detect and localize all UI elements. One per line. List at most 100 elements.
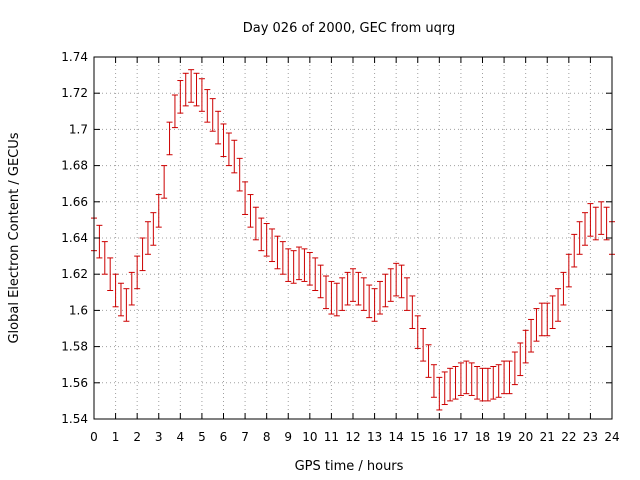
error-bar [457,362,464,396]
error-bar [285,248,292,282]
grid-layer [94,57,612,419]
error-bar [414,315,421,349]
error-bar [376,280,383,315]
error-bar [231,139,238,174]
y-tick-label: 1.62 [61,267,88,281]
error-bar [484,367,491,402]
error-bar [296,246,303,281]
error-bar [220,123,227,158]
x-tick-label: 6 [220,430,228,444]
y-tick-label: 1.72 [61,86,88,100]
x-tick-label: 1 [112,430,120,444]
error-bar [150,212,157,246]
error-bars [91,69,615,411]
error-bar [528,318,535,353]
error-bar [409,295,416,329]
error-bar [171,94,178,129]
error-bar [441,371,448,406]
error-bar [565,253,572,288]
x-tick-label: 10 [302,430,317,444]
error-bar [582,212,589,246]
error-bar [182,72,189,107]
error-bar [490,366,497,400]
error-bar [128,271,135,306]
error-bar [242,181,249,215]
x-tick-label: 12 [345,430,360,444]
error-bar [366,284,373,319]
error-bar [247,194,254,228]
y-tick-label: 1.7 [69,122,88,136]
y-tick-label: 1.68 [61,159,88,173]
error-bar [279,241,286,275]
error-bar [393,262,400,297]
error-bar [501,360,508,395]
error-bar [301,248,308,282]
x-tick-label: 13 [367,430,382,444]
x-axis-label: GPS time / hours [295,459,404,474]
chart-title: Day 026 of 2000, GEC from uqrg [243,21,456,36]
error-bar [533,308,540,342]
error-bar [134,255,141,290]
x-tick-label: 19 [496,430,511,444]
error-bar [290,250,297,284]
x-tick-label: 18 [475,430,490,444]
error-bar [188,69,195,103]
error-bar [123,288,130,322]
x-tick-label: 3 [155,430,163,444]
error-bar [495,364,502,398]
error-bar [317,264,324,299]
x-tick-label: 20 [518,430,533,444]
y-tick-label: 1.56 [61,376,88,390]
error-bar [560,271,567,306]
error-bar [215,110,222,145]
error-bar [571,233,578,268]
error-bar [371,288,378,322]
error-bar [603,206,610,241]
error-bar [112,273,119,308]
error-bar [555,288,562,322]
error-bar [333,282,340,317]
y-axis-label: Global Electron Content / GECUs [7,132,22,343]
error-bar [198,78,205,112]
error-bar [511,351,518,386]
error-bar [193,72,200,107]
error-bar [344,271,351,306]
error-bar [436,376,443,411]
error-bar [252,206,259,241]
error-bar [269,228,276,263]
error-bar [101,241,108,275]
error-bar [350,268,356,302]
x-tick-label: 9 [284,430,292,444]
error-bar [474,366,481,400]
error-bar [430,364,437,398]
error-bar [544,302,551,337]
error-bar [452,366,459,400]
error-bar [549,295,556,329]
error-bar [236,157,243,192]
error-bar [144,221,151,255]
error-bar [209,98,216,132]
error-bar [403,277,410,311]
error-bar [425,344,432,378]
y-tick-label: 1.64 [61,231,88,245]
error-bar [139,237,146,272]
y-tick-label: 1.66 [61,195,88,209]
x-tick-label: 7 [241,430,249,444]
error-bar [323,275,330,310]
error-bar [339,277,346,311]
error-bar [204,89,211,123]
error-bar [398,264,405,299]
x-tick-label: 0 [90,430,98,444]
x-tick-label: 5 [198,430,206,444]
error-bar [166,121,173,156]
error-bar [576,221,583,255]
x-tick-label: 8 [263,430,271,444]
error-bar [382,273,389,308]
error-bar [420,328,427,362]
x-tick-label: 4 [177,430,185,444]
error-bar [96,224,103,259]
error-bar [479,367,486,402]
x-tick-label: 14 [389,430,404,444]
error-bar [447,367,454,402]
